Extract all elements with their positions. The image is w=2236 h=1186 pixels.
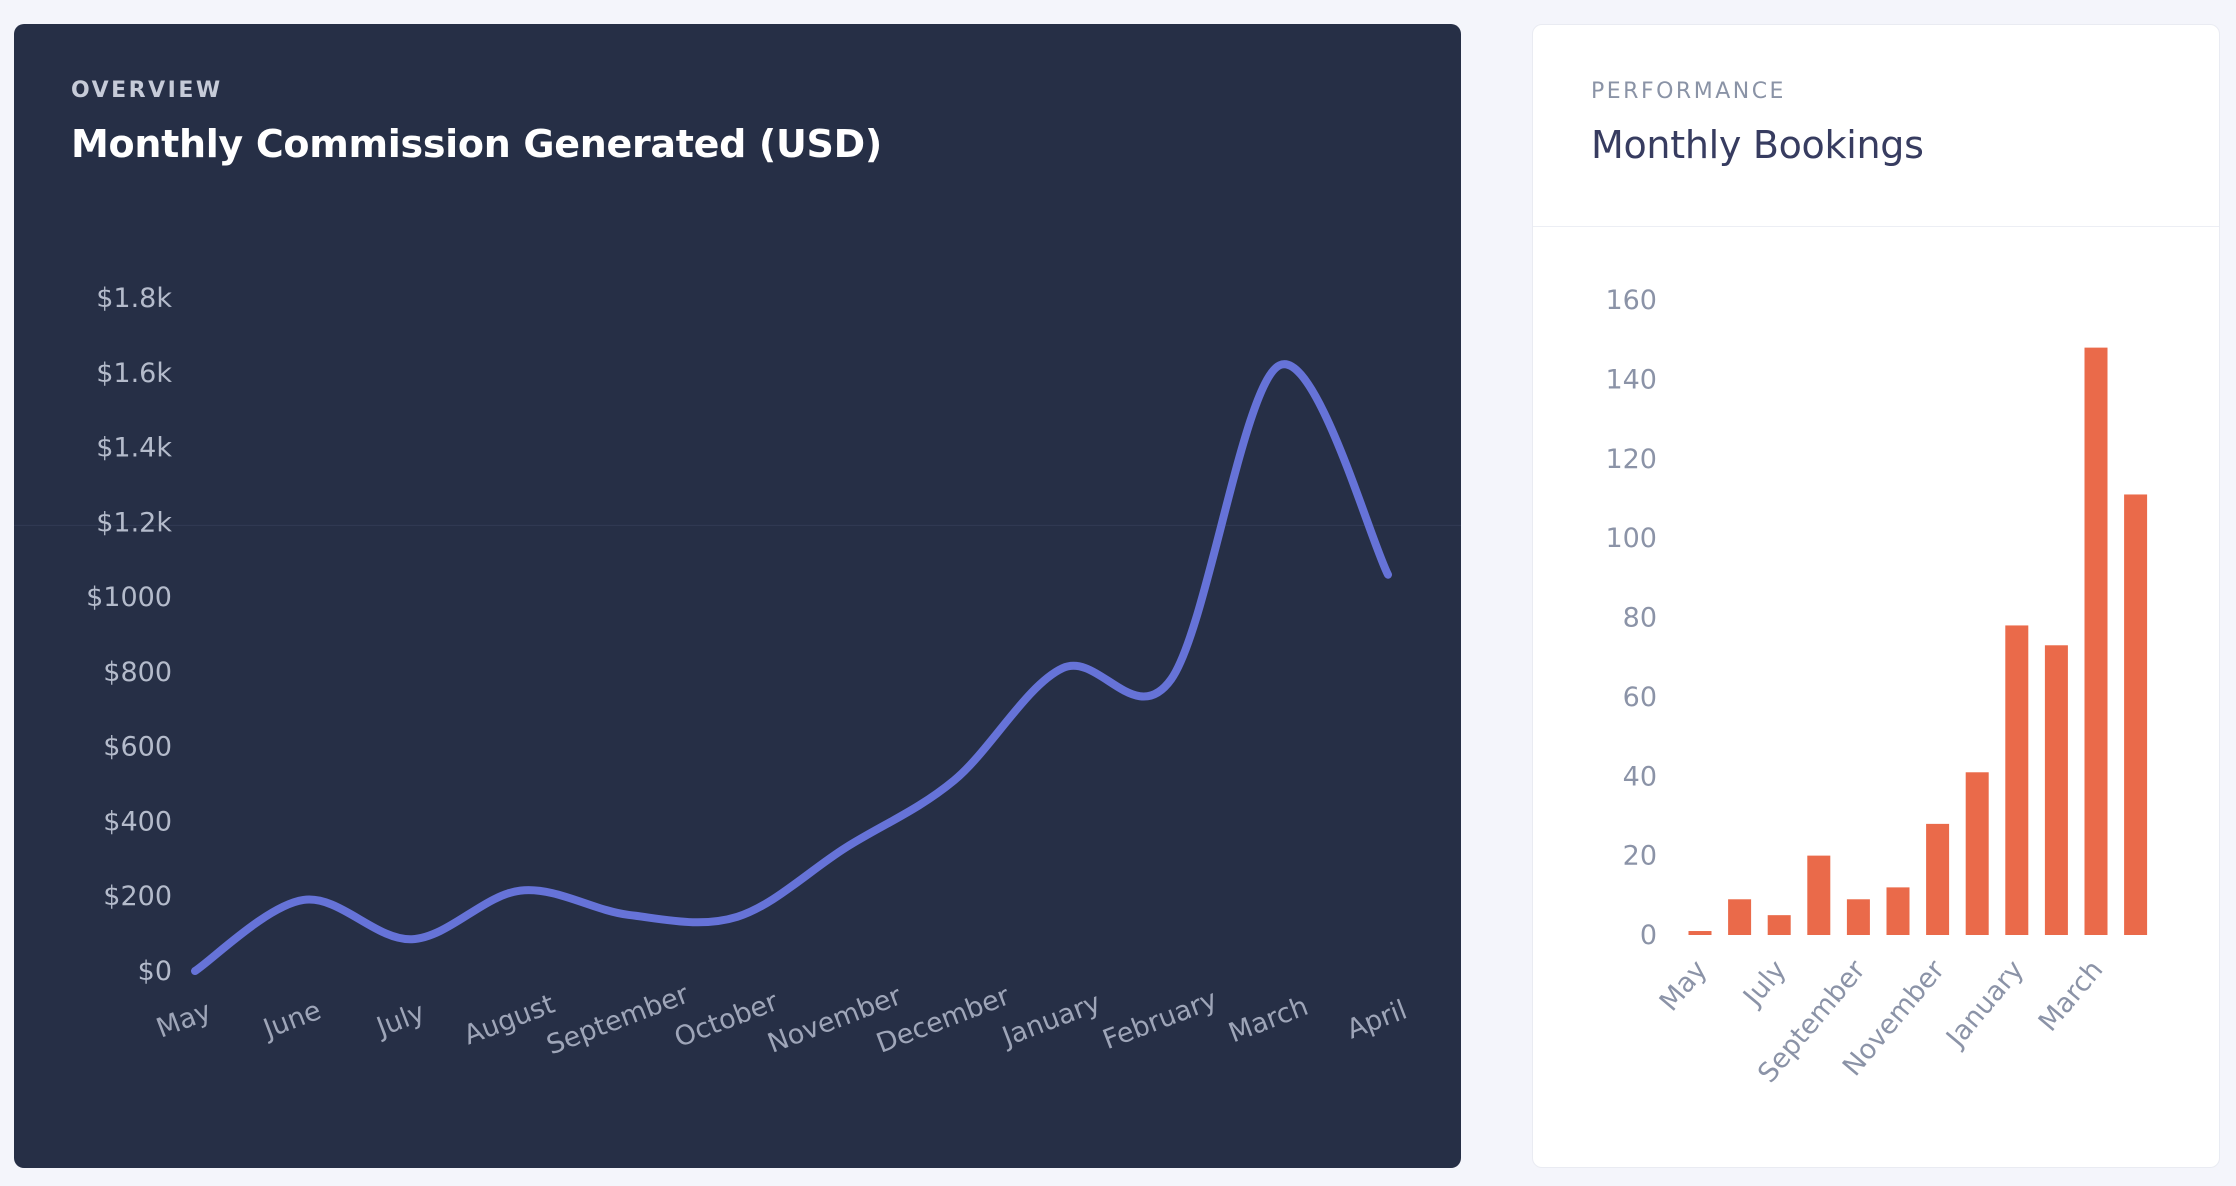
bookings-bar-january	[2005, 625, 2029, 935]
commission-y-tick-label: $400	[103, 806, 172, 837]
commission-x-tick-label: September	[543, 979, 694, 1062]
commission-y-tick-label: $1.4k	[96, 433, 172, 464]
commission-x-tick-label: April	[1343, 995, 1412, 1046]
bookings-overline: PERFORMANCE	[1591, 79, 1786, 104]
commission-y-tick-label: $1.6k	[96, 358, 172, 389]
bookings-x-tick-label: January	[1939, 955, 2030, 1055]
bookings-y-tick-label: 100	[1605, 523, 1657, 554]
commission-y-tick-label: $600	[103, 732, 172, 763]
bookings-bar-july	[1767, 915, 1791, 935]
bookings-bar-march	[2084, 347, 2108, 935]
commission-x-tick-label: March	[1225, 991, 1313, 1049]
bookings-bar-may	[1688, 931, 1712, 935]
commission-y-tick-label: $1.8k	[96, 283, 172, 314]
bookings-card: PERFORMANCE Monthly Bookings 0 20 40 60 80 10…	[1532, 24, 2220, 1168]
commission-line-chart: $0 $200 $400 $600 $800 $1000 $1.2k $1.4k $1.6k $1…	[14, 283, 1461, 1062]
bookings-header-divider	[1533, 226, 2219, 227]
bookings-y-tick-label: 40	[1623, 761, 1657, 792]
bookings-title: Monthly Bookings	[1591, 123, 1924, 167]
commission-x-tick-label: August	[460, 989, 559, 1052]
commission-x-tick-label: July	[371, 997, 429, 1044]
bookings-x-tick-label: March	[2033, 955, 2110, 1038]
commission-overline: OVERVIEW	[71, 78, 223, 103]
bookings-y-tick-label: 160	[1605, 285, 1657, 316]
commission-y-tick-label: $200	[103, 881, 172, 912]
commission-x-tick-label: February	[1099, 984, 1222, 1056]
bookings-bar-december	[1965, 772, 1989, 935]
bookings-bar-april	[2124, 494, 2148, 935]
bookings-bar-october	[1886, 887, 1910, 935]
bookings-bar-june	[1728, 899, 1752, 935]
bookings-y-tick-label: 0	[1640, 920, 1657, 951]
bookings-y-tick-label: 120	[1605, 444, 1657, 475]
bookings-bar-november	[1926, 823, 1950, 935]
commission-x-tick-label: June	[258, 995, 326, 1046]
bookings-x-tick-label: May	[1654, 955, 1714, 1018]
commission-card: OVERVIEW Monthly Commission Generated (U…	[14, 24, 1461, 1168]
commission-y-tick-label: $0	[138, 956, 172, 987]
bookings-y-tick-label: 140	[1605, 364, 1657, 395]
bookings-x-tick-label: July	[1736, 955, 1792, 1014]
bookings-bar-august	[1807, 855, 1831, 935]
bookings-y-tick-label: 20	[1623, 841, 1657, 872]
commission-title: Monthly Commission Generated (USD)	[71, 122, 882, 166]
commission-y-tick-label: $1.2k	[96, 507, 172, 538]
commission-series-line	[191, 360, 1392, 975]
bookings-y-tick-label: 60	[1623, 682, 1657, 713]
commission-x-tick-label: January	[996, 987, 1105, 1053]
commission-y-tick-label: $1000	[86, 582, 172, 613]
bookings-bar-september	[1846, 899, 1870, 935]
bookings-y-tick-label: 80	[1623, 603, 1657, 634]
commission-y-tick-label: $800	[103, 657, 172, 688]
bookings-bar-february	[2044, 645, 2068, 935]
commission-x-tick-label: May	[152, 996, 215, 1045]
